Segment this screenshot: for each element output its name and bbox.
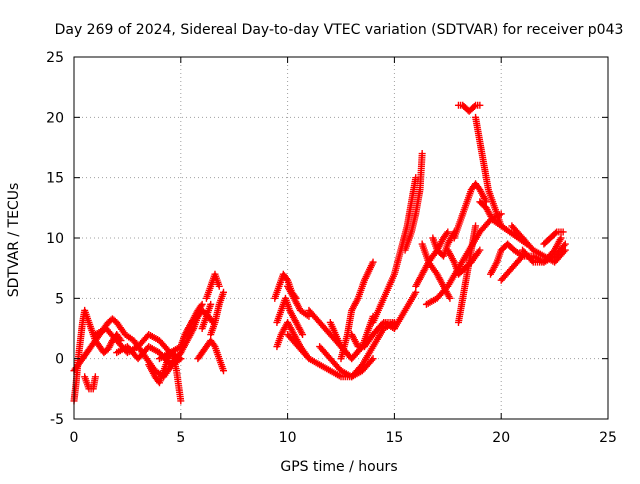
data-point-marker [444,228,452,236]
data-point-marker [215,282,223,290]
data-point-marker [418,150,426,158]
x-tick-label: 20 [492,430,510,446]
data-point-marker [476,101,484,109]
data-point-marker [470,102,478,110]
series-arc-42 [540,228,567,248]
series-arc-18 [284,282,313,320]
data-point-marker [193,314,201,322]
data-point-marker [412,288,420,296]
chart-title: Day 269 of 2024, Sidereal Day-to-day VTE… [55,22,624,38]
series-arc-27 [401,150,426,254]
data-point-marker [560,242,568,250]
series-arc-33 [450,180,490,242]
data-point-marker [368,356,376,364]
data-point-marker [177,397,185,405]
data-point-marker [283,275,291,283]
data-point-marker [369,258,377,266]
data-point-marker [559,228,567,236]
y-tick-label: 25 [46,50,64,66]
series-arc-35 [454,101,484,115]
series-arc-26 [390,288,420,332]
y-axis-title: SDTVAR / TECUs [6,183,22,298]
x-tick-label: 10 [279,430,297,446]
series-arc-14 [198,300,215,332]
x-tick-label: 0 [70,430,79,446]
series-arc-13 [207,288,228,339]
series-arc-24 [348,318,398,351]
series-arc-17 [273,294,307,339]
data-point-marker [561,246,569,254]
x-tick-label: 25 [599,430,617,446]
data-point-marker [472,222,480,230]
x-tick-label: 5 [176,430,185,446]
data-point-marker [476,246,484,254]
series-arc-11 [194,337,228,375]
data-point-marker [378,320,386,328]
x-tick-label: 15 [385,430,403,446]
data-point-marker [412,174,420,182]
y-tick-label: 0 [55,352,64,368]
data-point-marker [299,331,307,339]
data-point-marker [197,302,205,310]
series-arc-31 [429,228,458,260]
y-tick-label: -5 [50,412,64,428]
series-arc-34 [454,222,480,326]
data-point-marker [91,373,99,381]
data-point-marker [194,312,202,320]
series-arc-3 [81,373,99,393]
y-tick-label: 10 [46,231,64,247]
data-point-marker [207,300,215,308]
data-point-marker [369,355,377,363]
y-tick-label: 5 [55,291,64,307]
data-point-marker [561,240,569,248]
data-point-marker [443,229,451,237]
series-arc-10 [177,312,202,351]
series-arc-41 [519,234,565,266]
data-point-marker [528,257,536,265]
data-point-marker [551,229,559,237]
data-point-marker [198,300,206,308]
data-point-marker [557,234,565,242]
data-point-marker [517,254,525,262]
y-tick-label: 15 [46,171,64,187]
data-point-marker [446,294,454,302]
series-arc-23 [337,258,377,363]
data-point-marker [210,341,218,349]
series-arc-36 [472,113,505,230]
y-tick-label: 20 [46,110,64,126]
data-point-marker [560,248,568,256]
data-point-marker [220,367,228,375]
data-point-marker [482,198,490,206]
series-arc-12 [202,270,223,302]
axis-ticks: 0 5 10 15 20 25 -5 0 5 10 15 20 25 [46,50,617,446]
data-point-marker [220,288,228,296]
x-axis-title: GPS time / hours [280,459,397,475]
